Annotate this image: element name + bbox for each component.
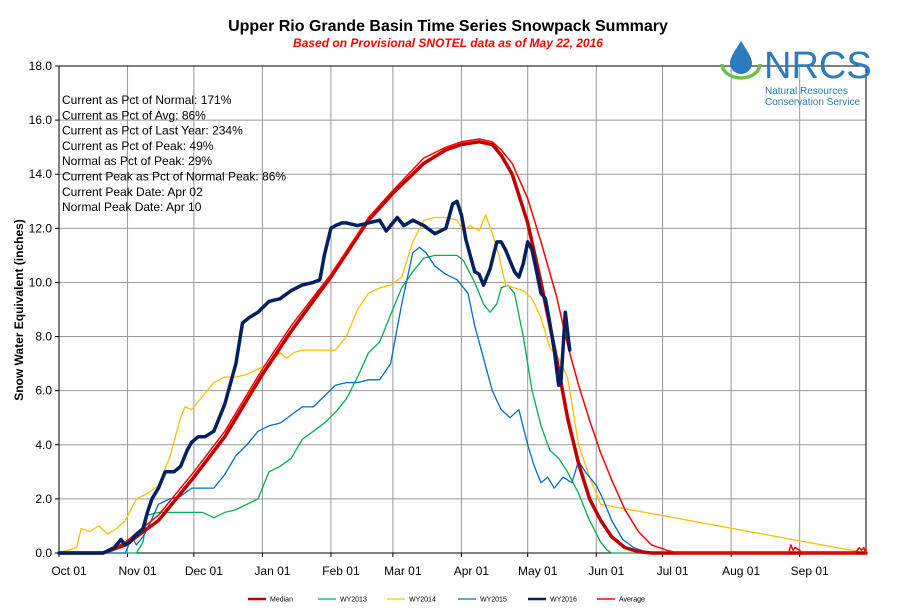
x-tick-label: Sep 01: [791, 564, 829, 578]
series-line-wy2014: [58, 214, 867, 554]
stat-line: Current as Pct of Normal: 171%: [62, 93, 232, 107]
nrcs-logo-line2: Conservation Service: [765, 97, 860, 108]
stat-line: Normal as Pct of Peak: 29%: [62, 154, 212, 168]
y-tick-label: 4.0: [35, 438, 52, 452]
stat-line: Current as Pct of Last Year: 234%: [62, 124, 243, 138]
y-tick-label: 0.0: [35, 546, 52, 560]
y-tick-label: 6.0: [35, 384, 52, 398]
legend-label: Median: [270, 597, 293, 604]
x-tick-label: Feb 01: [322, 564, 360, 578]
stat-line: Current Peak Date: Apr 02: [62, 185, 203, 199]
legend-label: WY2014: [409, 597, 436, 604]
plot-area-frame: [58, 65, 867, 554]
y-tick-label: 10.0: [29, 275, 53, 289]
x-tick-label: Mar 01: [384, 564, 422, 578]
legend-label: WY2015: [480, 597, 507, 604]
y-tick-label: 18.0: [29, 59, 53, 73]
x-tick-label: Aug 01: [722, 564, 760, 578]
y-tick-label: 14.0: [29, 167, 53, 181]
x-tick-label: Jul 01: [657, 564, 689, 578]
legend-label: WY2013: [340, 597, 367, 604]
y-tick-label: 12.0: [29, 221, 53, 235]
water-drop-icon: [720, 41, 762, 80]
series-lines: [57, 138, 868, 555]
y-axis-ticks: 0.0 2.0 4.0 6.0 8.0 10.0 12.0 14.0 16.0 18.0: [29, 59, 59, 560]
nrcs-logo: NRCS Natural Resources Conservation Serv…: [720, 41, 872, 108]
x-tick-label: Dec 01: [185, 564, 223, 578]
stat-line: Normal Peak Date: Apr 10: [62, 200, 202, 214]
nrcs-logo-wordmark: NRCS: [764, 45, 872, 87]
y-axis-label: Snow Water Equivalent (inches): [12, 219, 26, 401]
y-tick-label: 16.0: [29, 113, 53, 127]
x-axis-ticks: Oct 01 Nov 01 Dec 01 Jan 01 Feb 01 Mar 01 Apr …: [51, 553, 829, 578]
x-tick-label: Oct 01: [51, 564, 87, 578]
y-tick-label: 2.0: [35, 492, 52, 506]
series-line-median: [57, 140, 868, 555]
nrcs-logo-line1: Natural Resources: [765, 86, 848, 97]
x-tick-label: Nov 01: [119, 564, 157, 578]
y-tick-label: 8.0: [35, 330, 52, 344]
x-tick-label: Jun 01: [588, 564, 624, 578]
chart-title: Upper Rio Grande Basin Time Series Snowp…: [228, 18, 668, 35]
series-line-wy2016: [57, 199, 572, 555]
stat-line: Current as Pct of Peak: 49%: [62, 139, 214, 153]
legend-label: WY2016: [550, 597, 577, 604]
x-tick-label: Apr 01: [454, 564, 490, 578]
legend-label: Average: [619, 597, 645, 604]
stat-line: Current Peak as Pct of Normal Peak: 86%: [62, 170, 286, 184]
legend: Median WY2013 WY2014 WY2015 WY2016 Average: [248, 597, 645, 604]
x-tick-label: Jan 01: [254, 564, 290, 578]
chart-subtitle: Based on Provisional SNOTEL data as of M…: [293, 36, 603, 50]
stats-block: Current as Pct of Normal: 171%Current as…: [62, 93, 286, 214]
x-tick-label: May 01: [518, 564, 558, 578]
stat-line: Current as Pct of Avg: 86%: [62, 108, 206, 122]
